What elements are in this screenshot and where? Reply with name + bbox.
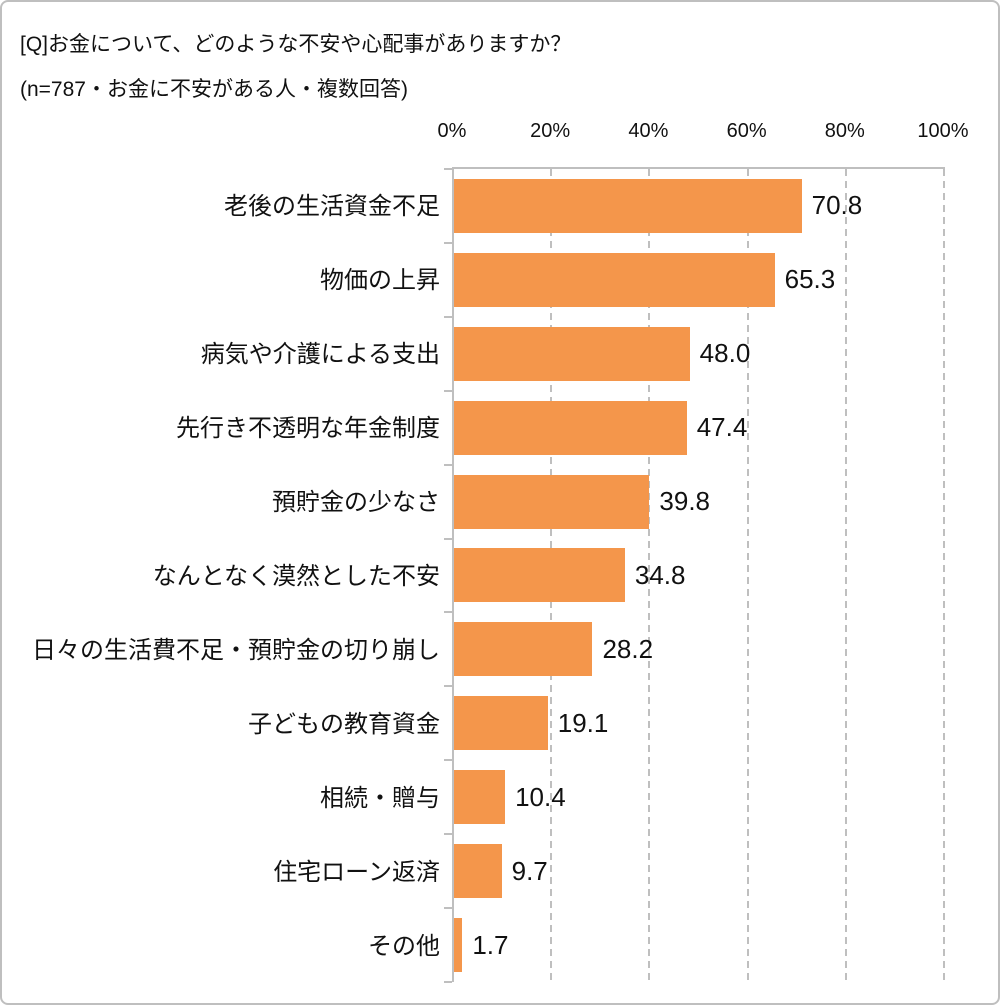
bar [454, 474, 650, 529]
axis-tick [444, 611, 452, 614]
x-axis-label: 100% [917, 120, 969, 142]
value-label: 19.1 [557, 707, 609, 738]
sample-note: (n=787・お金に不安がある人・複数回答) [20, 78, 408, 101]
axis-tick [444, 241, 452, 244]
category-label: 住宅ローン返済 [273, 858, 440, 886]
bar [454, 178, 802, 233]
bar [454, 696, 548, 751]
category-label: 病気や介護による支出 [200, 341, 440, 369]
axis-tick [444, 981, 452, 983]
bar-row: 47.4 [454, 391, 945, 465]
axis-tick [444, 315, 452, 318]
category-label: その他 [368, 932, 440, 960]
axis-tick [444, 389, 452, 392]
value-label: 47.4 [696, 412, 748, 443]
axis-tick [444, 833, 452, 836]
value-label: 9.7 [511, 855, 548, 886]
category-axis: 老後の生活資金不足物価の上昇病気や介護による支出先行き不透明な年金制度預貯金の少… [2, 167, 440, 980]
bar [454, 918, 463, 973]
axis-tick [444, 537, 452, 540]
bar [454, 548, 625, 603]
x-axis-label: 20% [530, 120, 571, 142]
value-label: 34.8 [634, 559, 686, 590]
gridline [844, 169, 847, 982]
question-title: [Q]お金について、どのような不安や心配事がありますか？ [20, 33, 572, 56]
bar-row: 10.4 [454, 760, 945, 834]
value-label: 1.7 [472, 929, 509, 960]
bar-row: 9.7 [454, 834, 945, 908]
bar-row: 70.8 [454, 169, 945, 243]
axis-tick [444, 685, 452, 688]
plot-area: 70.8 65.3 48.0 47.4 39.8 34.8 28.2 19.1 10.4 9.7 1… [444, 167, 945, 983]
x-axis-label: 80% [824, 120, 865, 142]
x-axis-label: 40% [628, 120, 669, 142]
category-label: 預貯金の少なさ [272, 489, 440, 517]
category-label: なんとなく漠然とした不安 [152, 562, 440, 590]
category-label: 老後の生活資金不足 [224, 193, 440, 221]
bar-row: 39.8 [454, 465, 945, 539]
x-axis-label: 60% [726, 120, 767, 142]
value-label: 10.4 [515, 781, 566, 812]
axis-tick [444, 907, 452, 910]
bar-row: 65.3 [454, 243, 945, 317]
bar-row: 1.7 [454, 908, 945, 982]
bar-row: 34.8 [454, 539, 945, 613]
gridline [746, 169, 749, 982]
value-label: 48.0 [699, 338, 751, 369]
bar [454, 326, 690, 381]
value-label: 39.8 [659, 486, 711, 517]
category-label: 相続・贈与 [320, 784, 440, 812]
bar [454, 844, 502, 899]
value-label: 70.8 [811, 190, 863, 221]
x-axis-label: 0% [437, 120, 467, 142]
bar [454, 622, 593, 677]
bar-row: 19.1 [454, 686, 945, 760]
axis-tick [444, 463, 452, 466]
title-block: [Q]お金について、どのような不安や心配事がありますか？ (n=787・お金に不… [20, 22, 571, 112]
bar-row: 48.0 [454, 317, 945, 391]
category-label: 先行き不透明な年金制度 [176, 415, 440, 443]
axis-tick [444, 759, 452, 762]
bar-row: 28.2 [454, 612, 945, 686]
category-label: 物価の上昇 [320, 267, 440, 295]
category-label: 日々の生活費不足・預貯金の切り崩し [32, 636, 440, 664]
bar [454, 770, 506, 825]
bar [454, 252, 775, 307]
gridline [648, 169, 651, 982]
axis-tick [444, 168, 452, 170]
value-label: 65.3 [784, 264, 836, 295]
gridline [943, 169, 945, 982]
category-label: 子どもの教育資金 [248, 710, 440, 738]
value-label: 28.2 [602, 633, 654, 664]
bar [454, 400, 687, 455]
